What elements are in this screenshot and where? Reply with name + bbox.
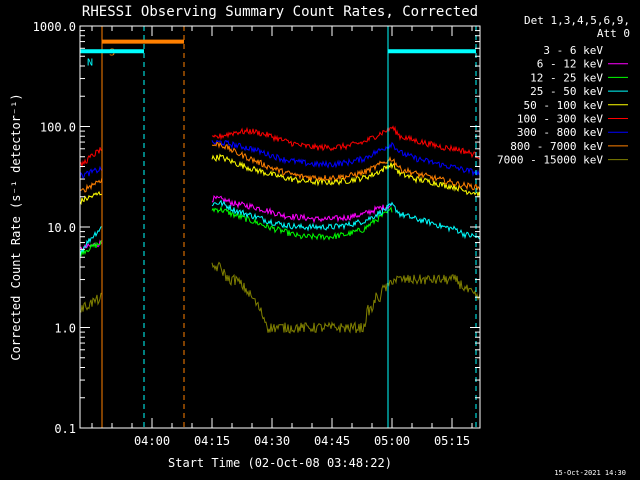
y-tick-label: 10.0 xyxy=(47,221,76,235)
series-line-2 xyxy=(79,239,103,258)
series-line-8 xyxy=(211,261,481,334)
series-3 xyxy=(79,199,481,257)
series-line-3 xyxy=(79,226,103,257)
series-line-5 xyxy=(211,125,481,160)
y-tick-label: 100.0 xyxy=(40,121,76,135)
legend-title-line-2: Att 0 xyxy=(597,27,630,40)
x-tick-label: 05:15 xyxy=(434,434,470,448)
y-axis-label: Corrected Count Rate (s⁻¹ detector⁻¹) xyxy=(9,93,23,360)
axis-layer: 0.1 1.0 10.0 100.0 1000.0 04:00 04:15 04:30 04:4… xyxy=(33,20,481,448)
x-tick-label: 04:15 xyxy=(194,434,230,448)
series-line-3 xyxy=(211,199,481,240)
chart-title: RHESSI Observing Summary Count Rates, Co… xyxy=(82,4,478,20)
legend-label-8: 7000 - 15000 keV xyxy=(497,154,603,167)
legend-title-line-1: Det 1,3,4,5,6,9, xyxy=(524,14,630,27)
x-tick-label: 04:30 xyxy=(254,434,290,448)
legend-label-3: 25 - 50 keV xyxy=(530,85,603,98)
legend-label-2: 12 - 25 keV xyxy=(530,71,603,84)
series-line-8 xyxy=(79,292,103,313)
series-line-6 xyxy=(79,165,103,180)
legend-label-5: 100 - 300 keV xyxy=(517,113,603,126)
series-line-6 xyxy=(211,139,481,177)
y-tick-label: 1.0 xyxy=(54,322,76,336)
series-8 xyxy=(79,261,481,334)
legend-label-6: 300 - 800 keV xyxy=(517,126,603,139)
series-7 xyxy=(79,141,481,193)
legend-label-0: 3 - 6 keV xyxy=(543,44,603,57)
timestamp: 15-Oct-2021 14:30 xyxy=(554,469,626,477)
legend-label-4: 50 - 100 keV xyxy=(524,99,604,112)
series-line-7 xyxy=(79,177,103,193)
series-line-1 xyxy=(211,195,393,224)
x-tick-label: 04:00 xyxy=(134,434,170,448)
legend-label-1: 6 - 12 keV xyxy=(537,58,604,71)
y-tick-label: 1000.0 xyxy=(33,20,76,34)
x-tick-label: 05:00 xyxy=(374,434,410,448)
series-layer xyxy=(79,125,481,334)
series-line-2 xyxy=(211,205,393,241)
series-4 xyxy=(79,153,481,206)
series-5 xyxy=(79,125,481,169)
x-axis-label: Start Time (02-Oct-08 03:48:22) xyxy=(168,456,392,470)
y-tick-label: 0.1 xyxy=(54,422,76,436)
series-6 xyxy=(79,139,481,180)
series-line-4 xyxy=(79,190,103,206)
series-line-7 xyxy=(211,141,481,191)
series-line-5 xyxy=(79,147,102,169)
x-tick-label: 04:45 xyxy=(314,434,350,448)
legend-label-7: 800 - 7000 keV xyxy=(510,140,603,153)
series-2 xyxy=(79,205,393,258)
series-line-4 xyxy=(211,153,481,198)
mode-bar-label-1: N xyxy=(87,57,93,68)
